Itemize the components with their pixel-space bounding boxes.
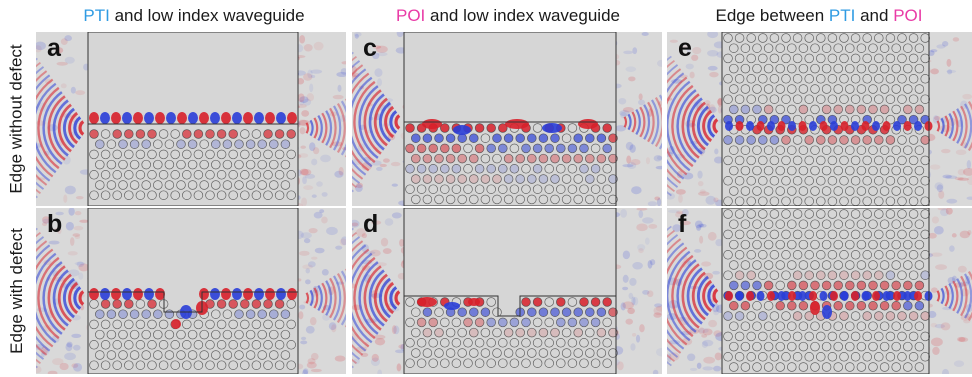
field-map	[36, 32, 346, 206]
panel-f: f	[667, 208, 972, 374]
field-map	[352, 32, 662, 206]
panel-label: f	[678, 210, 687, 238]
panel-d: d	[352, 208, 662, 374]
pti-keyword: PTI	[828, 6, 856, 25]
row-label-without-defect: Edge without defect	[7, 44, 27, 194]
panel-label: b	[47, 210, 63, 238]
field-map	[667, 208, 972, 374]
pti-keyword: PTI	[83, 6, 110, 25]
row-label-with-defect: Edge with defect	[7, 228, 27, 354]
column-title-edge: Edge between PTI and POI	[666, 6, 972, 30]
column-title-poi-waveguide: POI and low index waveguide	[354, 6, 662, 30]
field-map	[352, 208, 662, 374]
field-map	[667, 32, 972, 206]
panel-a: a	[36, 32, 346, 206]
title-text: and low index waveguide	[109, 6, 305, 25]
title-text: and	[855, 6, 894, 25]
panel-label: e	[678, 34, 692, 62]
panel-label: c	[363, 34, 377, 62]
poi-keyword: POI	[396, 6, 426, 25]
panel-label: d	[363, 210, 379, 238]
panel-c: c	[352, 32, 662, 206]
panel-e: e	[667, 32, 972, 206]
field-map	[36, 208, 346, 374]
poi-keyword: POI	[893, 6, 923, 25]
title-text: and low index waveguide	[425, 6, 620, 25]
panel-b: b	[36, 208, 346, 374]
panel-label: a	[47, 34, 61, 62]
title-text: Edge between	[715, 6, 829, 25]
column-title-pti-waveguide: PTI and low index waveguide	[40, 6, 348, 30]
